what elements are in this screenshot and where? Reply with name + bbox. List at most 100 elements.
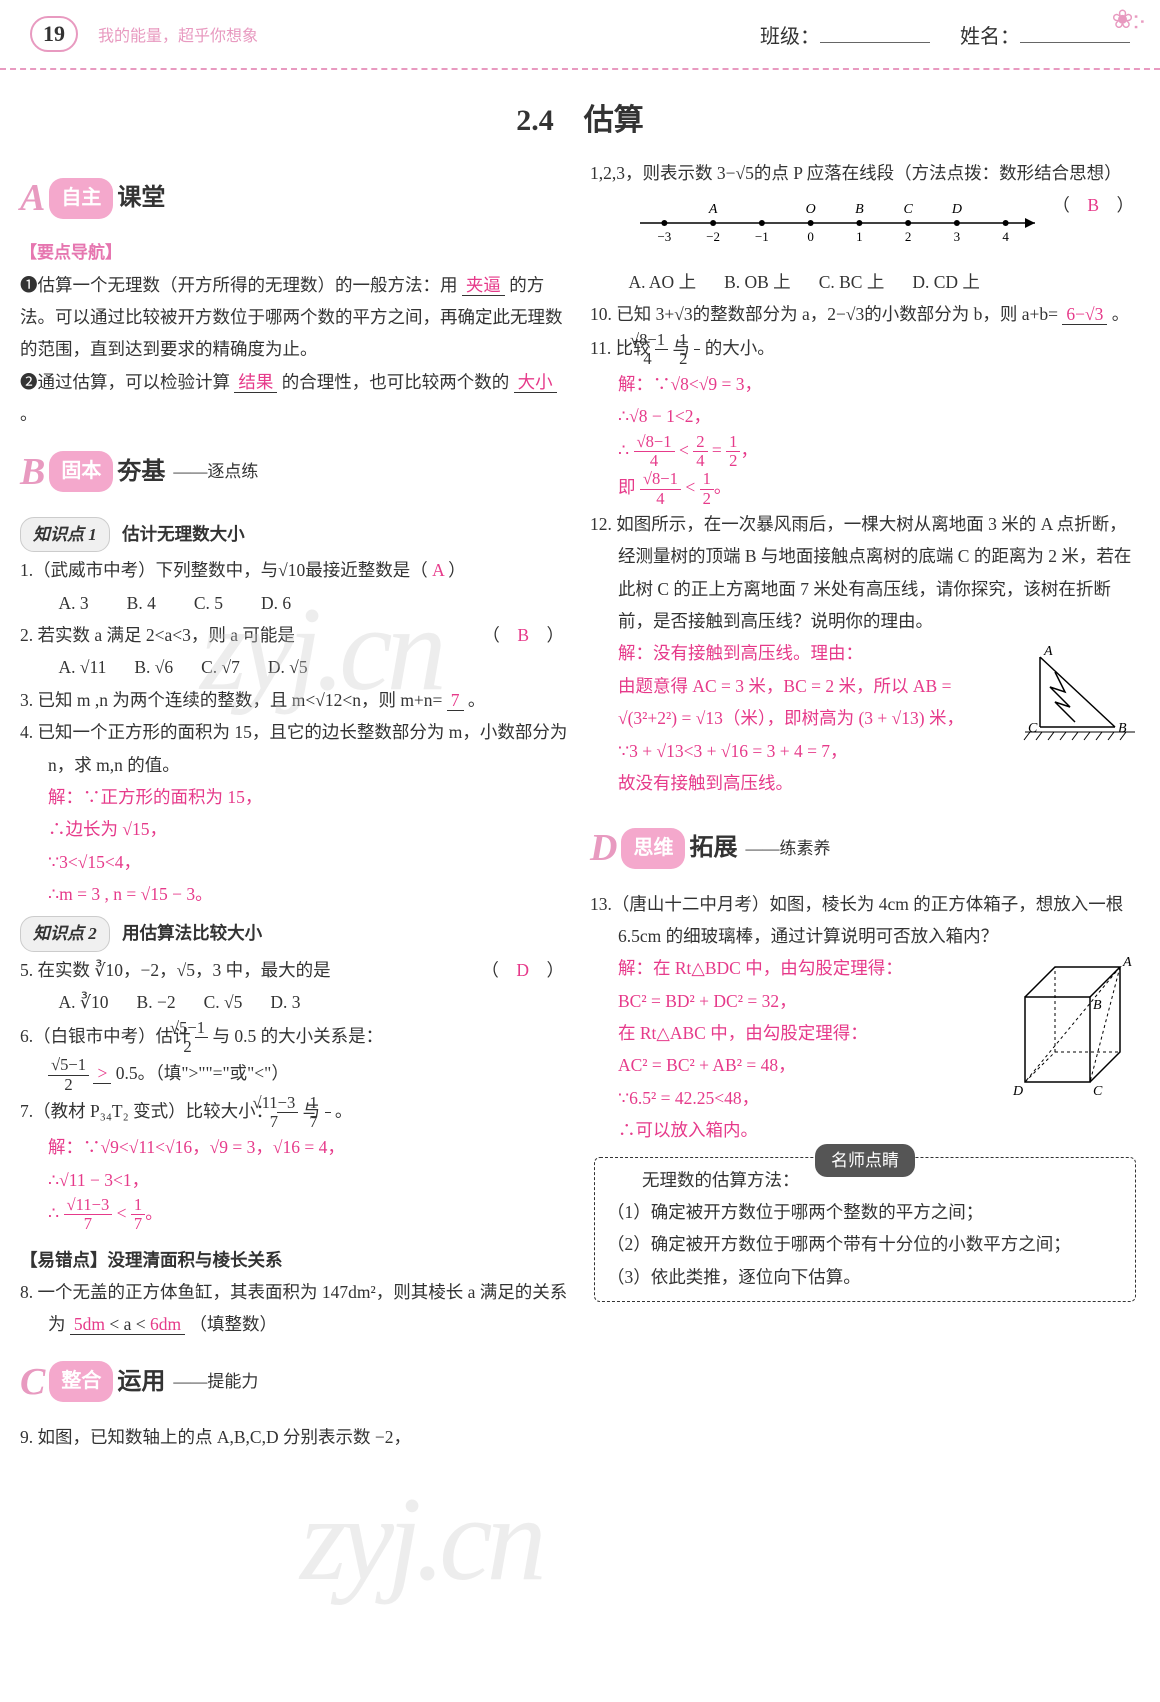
question-2: 2. 若实数 a 满足 2<a<3，则 a 可能是 （ B ） (20, 619, 570, 651)
right-column: 1,2,3，则表示数 3−√5的点 P 应落在线段（方法点拨：数形结合思想） （… (590, 157, 1140, 1453)
number-line-diagram: −3 A −2 −1 O 0 B 1 C 2 D 3 4 (630, 193, 1050, 253)
question-1-options: A. 3B. 4C. 5D. 6 (20, 587, 570, 619)
section-heavy: 课堂 (117, 176, 165, 220)
header-ornament-icon: ❀჻ (1112, 5, 1145, 35)
section-pill: 整合 (49, 1361, 113, 1402)
svg-text:A: A (1122, 955, 1132, 970)
svg-text:A: A (708, 202, 718, 217)
section-letter: C (20, 1347, 45, 1417)
question-5: 5. 在实数 ∛10，−2，√5，3 中，最大的是 （ D ） (20, 954, 570, 986)
knowledge-point-1: 知识点 1 估计无理数大小 (20, 511, 570, 554)
triangle-diagram: A B C (1020, 637, 1140, 747)
page-number-badge: 19 (30, 16, 78, 52)
question-6-line2: √5−12 > 0.5。（填">""="或"<"） (20, 1056, 570, 1094)
section-d-header: D 思维 拓展 ——练素养 (590, 813, 1140, 883)
svg-text:O: O (806, 202, 816, 217)
question-7-solution: 解：∵√9<√11<√16，√9 = 3，√16 = 4， ∴√11 − 3<1… (20, 1131, 570, 1233)
question-13: 13.（唐山十二中月考）如图，棱长为 4cm 的正方体箱子，想放入一根 6.5c… (590, 888, 1140, 953)
section-pill: 自主 (49, 178, 113, 219)
answer: 6dm (150, 1314, 181, 1334)
answer: D (516, 960, 529, 980)
svg-text:D: D (951, 202, 962, 217)
section-b-header: B 固本 夯基 ——逐点练 (20, 437, 570, 507)
guidance-1: ❶估算一个无理数（开方所得的无理数）的一般方法：用 夹逼 的方法。可以通过比较被… (20, 269, 570, 366)
answer: > (93, 1063, 111, 1084)
section-pill: 思维 (621, 828, 685, 869)
answer: A (432, 560, 444, 580)
question-2-options: A. √11B. √6C. √7D. √5 (20, 651, 570, 683)
watermark: zyj.cn (300, 1470, 541, 1608)
svg-text:B: B (855, 202, 864, 217)
question-9-options: A. AO 上B. OB 上C. BC 上D. CD 上 (590, 266, 1140, 298)
answer: 5dm (74, 1314, 105, 1334)
tips-item: （3）依此类推，逐位向下估算。 (607, 1261, 1123, 1293)
keypoint-heading: 【要点导航】 (20, 237, 570, 268)
question-4: 4. 已知一个正方形的面积为 15，且它的边长整数部分为 m，小数部分为 n，求… (20, 716, 570, 781)
svg-text:3: 3 (954, 229, 961, 244)
section-heavy: 夯基 (117, 450, 165, 494)
cube-diagram: A B C D (1010, 952, 1140, 1102)
question-11-solution: 解：∵√8<√9 = 3， ∴√8 − 1<2， ∴ √8−14 < 24 = … (590, 368, 1140, 508)
section-sub: ——提能力 (173, 1366, 258, 1397)
section-a-header: A 自主 课堂 (20, 163, 570, 233)
answer: B (1087, 195, 1099, 215)
blank-answer: 大小 (514, 372, 557, 393)
svg-text:2: 2 (905, 229, 912, 244)
blank-answer: 夹逼 (462, 275, 505, 296)
svg-text:D: D (1012, 1084, 1023, 1099)
section-c-header: C 整合 运用 ——提能力 (20, 1347, 570, 1417)
class-label: 班级： (760, 20, 930, 49)
tips-title: 名师点睛 (815, 1144, 915, 1177)
question-9: 9. 如图，已知数轴上的点 A,B,C,D 分别表示数 −2， (20, 1421, 570, 1453)
section-heavy: 拓展 (689, 826, 737, 870)
question-5-options: A. ∛10B. −2C. √5D. 3 (20, 986, 570, 1018)
question-6: 6.（白银市中考）估计 √5−12 与 0.5 的大小关系是： (20, 1019, 570, 1057)
question-13-solution: A B C D 解：在 Rt△BDC 中，由勾股定理得： BC² = BD² +… (590, 952, 1140, 1146)
section-heavy: 运用 (117, 1360, 165, 1404)
question-12: 12. 如图所示，在一次暴风雨后，一棵大树从离地面 3 米的 A 点折断，经测量… (590, 508, 1140, 638)
page-header: 19 我的能量，超乎你想象 班级： 姓名： ❀჻ (0, 0, 1160, 70)
knowledge-point-2: 知识点 2 用估算法比较大小 (20, 910, 570, 953)
answer: 7 (447, 690, 464, 711)
answer: 6−√3 (1062, 304, 1107, 325)
question-4-solution: 解：∵正方形的面积为 15， ∴边长为 √15， ∵3<√15<4， ∴m = … (20, 781, 570, 911)
blank-answer: 结果 (234, 372, 277, 393)
svg-text:C: C (1028, 721, 1038, 736)
svg-text:−3: −3 (657, 229, 671, 244)
svg-text:4: 4 (1002, 229, 1009, 244)
section-letter: B (20, 437, 45, 507)
section-letter: D (590, 813, 617, 883)
answer: B (517, 625, 529, 645)
svg-text:0: 0 (807, 229, 814, 244)
tips-item: （1）确定被开方数位于哪两个整数的平方之间； (607, 1196, 1123, 1228)
svg-text:−2: −2 (706, 229, 720, 244)
header-fields: 班级： 姓名： (760, 20, 1130, 49)
question-7: 7.（教材 P₃₄T₂ 变式）比较大小： √11−37 与 17 。 (20, 1094, 570, 1132)
svg-text:−1: −1 (755, 229, 769, 244)
tips-item: （2）确定被开方数位于哪两个带有十分位的小数平方之间； (607, 1228, 1123, 1260)
question-8: 8. 一个无盖的正方体鱼缸，其表面积为 147dm²，则其棱长 a 满足的关系为… (20, 1276, 570, 1341)
tips-box: 名师点睛 无理数的估算方法： （1）确定被开方数位于哪两个整数的平方之间； （2… (594, 1157, 1136, 1303)
question-1: 1.（武威市中考）下列整数中，与√10最接近整数是（ A ） (20, 554, 570, 586)
section-sub: ——练素养 (745, 833, 830, 864)
header-tagline: 我的能量，超乎你想象 (98, 22, 258, 46)
section-pill: 固本 (49, 451, 113, 492)
svg-text:1: 1 (856, 229, 863, 244)
name-label: 姓名： (960, 20, 1130, 49)
error-point-heading: 【易错点】没理清面积与棱长关系 (20, 1244, 570, 1276)
question-11: 11. 比较 √8−14 与 12 的大小。 (590, 331, 1140, 369)
section-sub: ——逐点练 (173, 456, 258, 487)
section-letter: A (20, 163, 45, 233)
question-3: 3. 已知 m ,n 为两个连续的整数，且 m<√12<n，则 m+n= 7 。 (20, 684, 570, 716)
svg-text:B: B (1118, 721, 1127, 736)
left-column: A 自主 课堂 【要点导航】 ❶估算一个无理数（开方所得的无理数）的一般方法：用… (20, 157, 570, 1453)
svg-text:B: B (1093, 998, 1102, 1013)
question-10: 10. 已知 3+√3的整数部分为 a，2−√3的小数部分为 b，则 a+b= … (590, 298, 1140, 330)
page-title: 2.4 估算 (0, 95, 1160, 139)
svg-text:A: A (1043, 644, 1053, 659)
question-12-solution: A B C 解：没有接触到高压线。理由： 由题意得 AC = 3 米，BC = … (590, 637, 1140, 799)
svg-text:C: C (903, 202, 913, 217)
svg-text:C: C (1093, 1084, 1103, 1099)
question-9-cont: 1,2,3，则表示数 3−√5的点 P 应落在线段（方法点拨：数形结合思想） （… (590, 157, 1140, 189)
guidance-2: ❷通过估算，可以检验计算 结果 的合理性，也可比较两个数的 大小 。 (20, 366, 570, 431)
